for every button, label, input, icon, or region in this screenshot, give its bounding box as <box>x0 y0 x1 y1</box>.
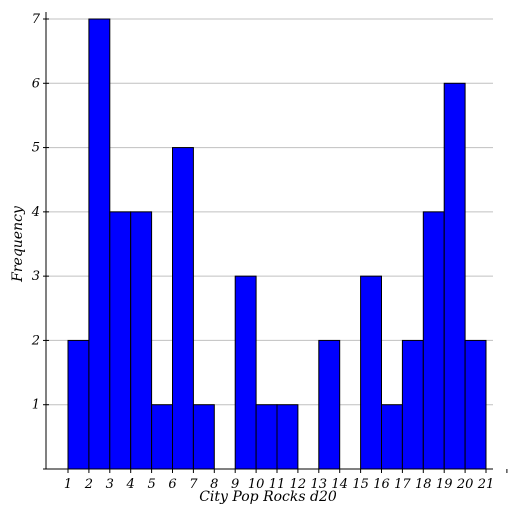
x-axis-title: City Pop Rocks d20 <box>199 489 337 505</box>
x-tick-label-21: 21 <box>477 477 495 492</box>
bar-13 <box>318 339 341 470</box>
bar-1 <box>67 339 90 470</box>
x-tick-label-10: 10 <box>248 477 265 492</box>
x-tick-label-18: 18 <box>415 477 432 492</box>
x-tick-label-8: 8 <box>210 477 218 492</box>
y-tick-label-6: 6 <box>32 76 40 91</box>
x-tick-label-15: 15 <box>352 477 369 492</box>
bar-10 <box>255 404 278 470</box>
bar-layer <box>67 18 487 470</box>
bar-5 <box>151 404 174 470</box>
x-tick-label-19: 19 <box>436 477 453 492</box>
bar-19 <box>443 82 466 470</box>
x-tick-label-20: 20 <box>456 477 474 492</box>
x-tick-label-4: 4 <box>126 477 135 492</box>
bar-4 <box>130 211 153 470</box>
bar-6 <box>172 147 194 470</box>
bar-2 <box>88 18 111 470</box>
bar-16 <box>381 404 403 470</box>
bar-17 <box>401 339 424 470</box>
x-tick-label-11: 11 <box>269 477 286 492</box>
y-tick-label-3: 3 <box>32 269 40 284</box>
x-tick-label-5: 5 <box>147 477 155 492</box>
x-tick-label-17: 17 <box>394 477 411 492</box>
bar-9 <box>234 275 257 470</box>
y-tick-label-1: 1 <box>32 398 40 413</box>
x-tick-label-16: 16 <box>373 477 390 492</box>
x-tick-label-7: 7 <box>189 477 198 492</box>
bar-3 <box>109 211 132 470</box>
bar-11 <box>276 404 299 470</box>
bar-18 <box>422 211 445 470</box>
x-tick-label-2: 2 <box>84 477 93 492</box>
x-tick-label-6: 6 <box>168 477 176 492</box>
bar-7 <box>192 404 215 470</box>
x-tick-label-14: 14 <box>331 477 348 492</box>
axis-layer <box>43 12 508 473</box>
x-tick-label-3: 3 <box>106 477 114 492</box>
x-tick-label-13: 13 <box>311 477 328 492</box>
bar-20 <box>464 339 487 470</box>
x-tick-label-12: 12 <box>290 477 307 492</box>
y-tick-label-4: 4 <box>31 205 40 220</box>
x-tick-label-1: 1 <box>64 477 72 492</box>
y-tick-label-7: 7 <box>32 12 41 27</box>
y-axis-title: Frequency <box>10 205 26 283</box>
x-tick-label-9: 9 <box>231 477 239 492</box>
y-tick-label-2: 2 <box>31 333 40 348</box>
bar-15 <box>360 275 383 470</box>
y-tick-label-5: 5 <box>32 141 40 156</box>
